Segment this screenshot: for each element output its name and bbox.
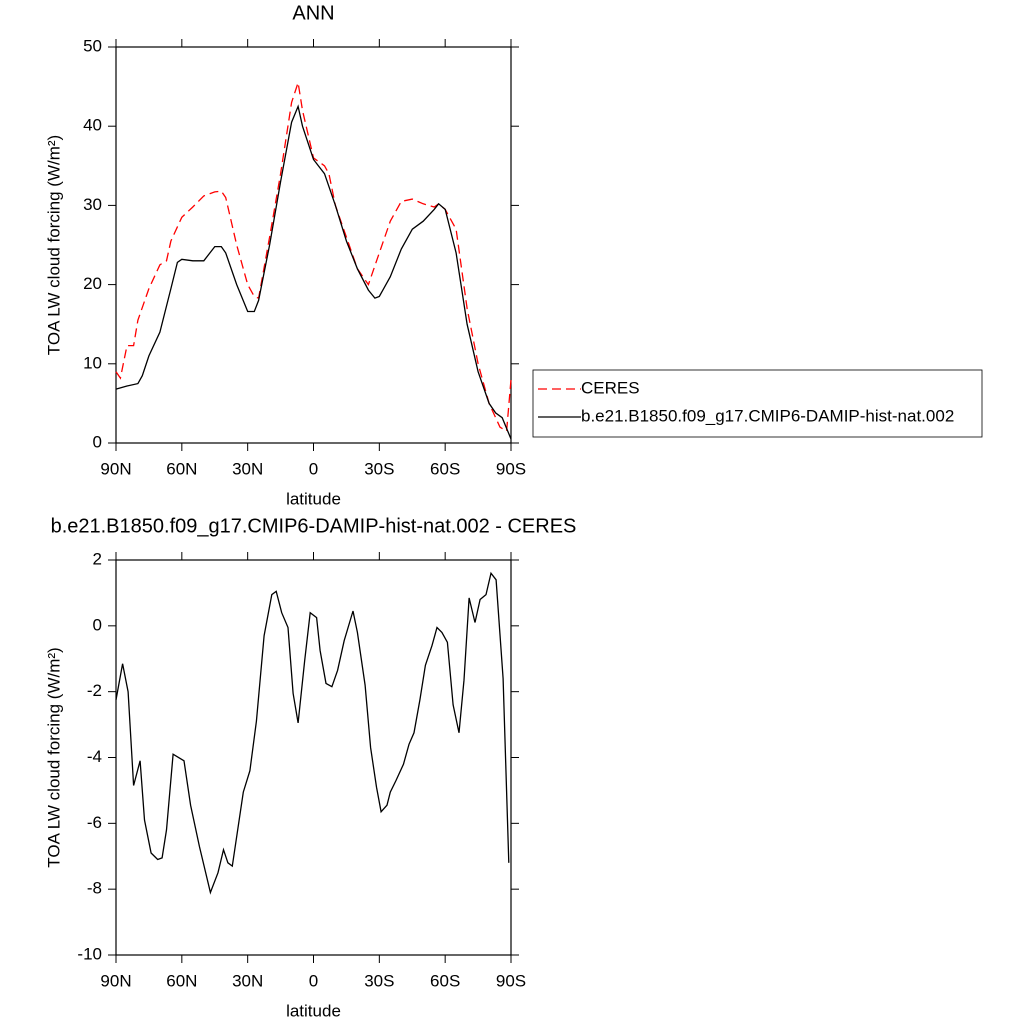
x-tick-label: 0 [309,459,318,478]
y-tick-label: 30 [83,195,102,214]
y-tick-label: 10 [83,353,102,372]
x-tick-label: 90S [496,971,526,990]
x-axis-label: latitude [286,1001,341,1020]
y-tick-label: 2 [93,549,102,568]
data-line [115,104,512,440]
x-tick-label: 30S [364,971,394,990]
x-tick-label: 60N [166,459,197,478]
y-tick-label: 20 [83,274,102,293]
legend-box [532,369,983,438]
x-tick-label: 30N [232,971,263,990]
y-tick-label: 0 [93,432,102,451]
y-tick-label: 40 [83,116,102,135]
y-tick-label: 0 [93,615,102,634]
data-line [115,571,510,895]
x-tick-label: 90S [496,459,526,478]
y-axis-label: TOA LW cloud forcing (W/m²) [44,647,63,867]
y-tick-label: -10 [77,944,102,963]
y-tick-label: -4 [87,747,102,766]
x-tick-label: 60N [166,971,197,990]
x-tick-label: 30N [232,459,263,478]
legend-label: b.e21.B1850.f09_g17.CMIP6-DAMIP-hist-nat… [581,406,954,425]
data-line [115,82,512,433]
x-axis-label: latitude [286,489,341,508]
y-tick-label: -2 [87,681,102,700]
legend-label: CERES [581,378,640,397]
x-tick-label: 0 [309,971,318,990]
x-tick-label: 60S [430,459,460,478]
plot-frame [115,559,512,956]
y-tick-label: -6 [87,813,102,832]
y-tick-label: 50 [83,36,102,55]
y-tick-label: -8 [87,879,102,898]
y-axis-label: TOA LW cloud forcing (W/m²) [44,135,63,355]
x-tick-label: 90N [100,971,131,990]
x-tick-label: 30S [364,459,394,478]
chart-title: b.e21.B1850.f09_g17.CMIP6-DAMIP-hist-nat… [51,515,577,537]
plot-frame [115,46,512,444]
x-tick-label: 60S [430,971,460,990]
chart-title: ANN [292,2,334,24]
x-tick-label: 90N [100,459,131,478]
